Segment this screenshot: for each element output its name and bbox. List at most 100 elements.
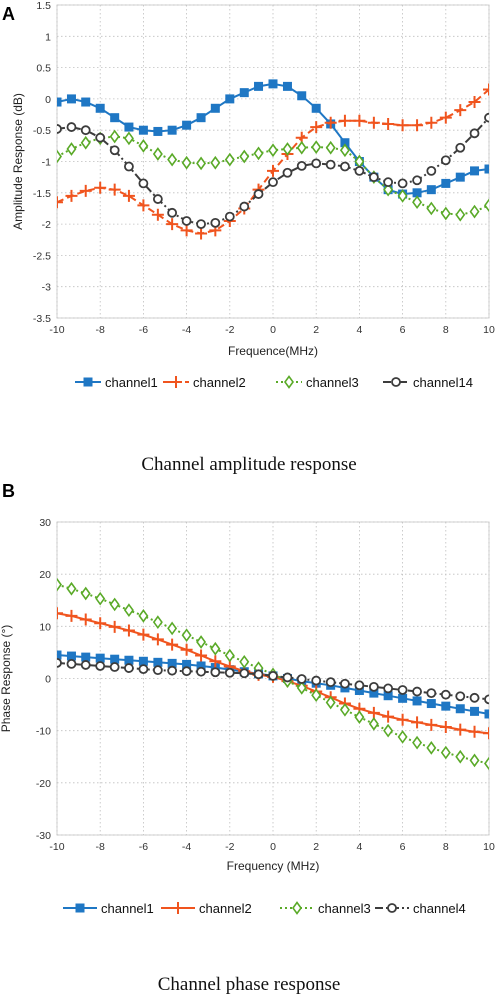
data-point-channel1 — [138, 656, 148, 666]
data-point-channel3 — [397, 730, 408, 744]
data-point-channel4 — [440, 689, 451, 700]
data-point-channel1 — [167, 125, 177, 135]
data-point-channel1 — [138, 125, 148, 135]
data-point-channel14 — [296, 160, 307, 171]
data-point-channel2 — [396, 713, 409, 726]
data-point-channel4 — [239, 668, 250, 679]
data-point-channel2 — [382, 710, 395, 723]
data-point-channel1 — [81, 97, 91, 107]
x-tick-label: -4 — [182, 841, 191, 853]
data-point-channel4 — [354, 680, 365, 691]
data-point-channel14 — [181, 216, 192, 226]
data-point-channel14 — [455, 142, 466, 153]
data-point-channel2 — [57, 607, 63, 620]
data-point-channel1 — [470, 706, 480, 716]
data-point-channel3 — [210, 155, 221, 170]
data-point-channel4 — [210, 667, 221, 678]
data-point-channel2 — [468, 96, 481, 109]
data-point-channel4 — [311, 675, 322, 686]
x-tick-label: 8 — [443, 324, 449, 336]
legend-label-channel3: channel3 — [318, 901, 371, 916]
data-point-channel4 — [282, 672, 293, 683]
legend-label-channel2: channel2 — [193, 375, 246, 390]
data-point-channel3 — [224, 152, 235, 167]
data-point-channel3 — [167, 152, 178, 167]
x-tick-label: 0 — [270, 841, 276, 853]
legend: channel1 channel2 channel3 channel4 — [63, 901, 466, 916]
data-point-channel14 — [253, 189, 264, 199]
data-point-channel1 — [455, 172, 465, 182]
data-point-channel3 — [66, 581, 77, 596]
data-point-channel3 — [469, 204, 480, 219]
legend-label-channel14: channel14 — [413, 375, 473, 390]
x-tick-label: 2 — [313, 841, 319, 853]
data-point-channel2 — [425, 718, 438, 731]
data-point-channel14 — [268, 177, 278, 188]
data-point-channel3 — [311, 688, 322, 703]
data-point-channel4 — [224, 667, 235, 678]
x-tick-label: -8 — [96, 324, 105, 336]
data-point-channel2 — [483, 727, 489, 740]
y-tick-label: 1 — [45, 31, 51, 43]
data-point-channel3 — [80, 586, 91, 601]
x-tick-label: 4 — [356, 841, 362, 853]
data-point-channel1 — [426, 185, 436, 195]
data-point-channel2 — [180, 643, 193, 656]
data-point-channel3 — [152, 147, 163, 161]
data-point-channel1 — [441, 178, 451, 188]
x-tick-label: 6 — [400, 841, 406, 853]
data-point-channel3 — [339, 702, 350, 717]
data-point-channel2 — [310, 121, 323, 134]
data-point-channel3 — [57, 577, 62, 592]
series-channel14 — [57, 112, 489, 230]
data-point-channel1 — [254, 81, 264, 91]
data-point-channel4 — [253, 669, 264, 680]
data-point-channel3 — [167, 621, 178, 636]
data-point-channel4 — [368, 681, 379, 692]
data-point-channel2 — [353, 114, 366, 127]
data-point-channel2 — [180, 224, 193, 237]
data-point-channel14 — [311, 158, 322, 169]
data-point-channel14 — [354, 165, 365, 176]
data-point-channel2 — [411, 716, 424, 729]
data-point-channel3 — [325, 695, 336, 710]
y-tick-label: 0.5 — [36, 63, 51, 75]
data-point-channel4 — [109, 662, 120, 672]
data-point-channel1 — [57, 97, 62, 107]
data-point-channel14 — [167, 207, 178, 218]
x-tick-label: 8 — [443, 841, 449, 853]
data-point-channel3 — [426, 741, 437, 755]
y-tick-label: -1 — [42, 157, 51, 169]
data-point-channel2 — [57, 196, 63, 209]
data-point-channel14 — [469, 128, 480, 139]
data-point-channel14 — [383, 177, 394, 188]
x-tick-label: -4 — [182, 324, 191, 336]
amplitude-response-panel: A-10 -8 -6 -4 -2 0 2 4 6 8 10-3.5-3-2.5-2-1.5-1-0.… — [2, 0, 495, 475]
data-point-channel4 — [152, 665, 163, 676]
data-point-channel3 — [95, 591, 106, 606]
data-point-channel2 — [396, 119, 409, 132]
data-point-channel2 — [166, 218, 179, 231]
data-point-channel3 — [440, 206, 451, 221]
data-point-channel14 — [210, 217, 221, 228]
legend-label-channel3: channel3 — [306, 375, 359, 390]
data-point-channel1 — [196, 113, 206, 123]
data-point-channel1 — [412, 696, 422, 706]
data-point-channel4 — [296, 674, 307, 684]
data-point-channel3 — [469, 753, 480, 768]
data-point-channel1 — [95, 653, 105, 663]
y-tick-label: -10 — [36, 726, 51, 738]
data-point-channel1 — [124, 655, 134, 665]
data-point-channel1 — [311, 103, 321, 113]
data-point-channel3 — [239, 654, 250, 669]
data-point-channel2 — [122, 624, 135, 637]
y-tick-label: 0 — [45, 674, 51, 686]
data-point-channel3 — [383, 723, 394, 738]
data-point-channel2 — [122, 189, 135, 202]
data-point-channel14 — [397, 178, 408, 189]
data-point-channel14 — [325, 159, 336, 170]
data-point-channel1 — [81, 652, 91, 662]
data-point-channel3 — [412, 735, 423, 750]
data-point-channel3 — [296, 681, 307, 695]
data-point-channel14 — [224, 211, 235, 222]
